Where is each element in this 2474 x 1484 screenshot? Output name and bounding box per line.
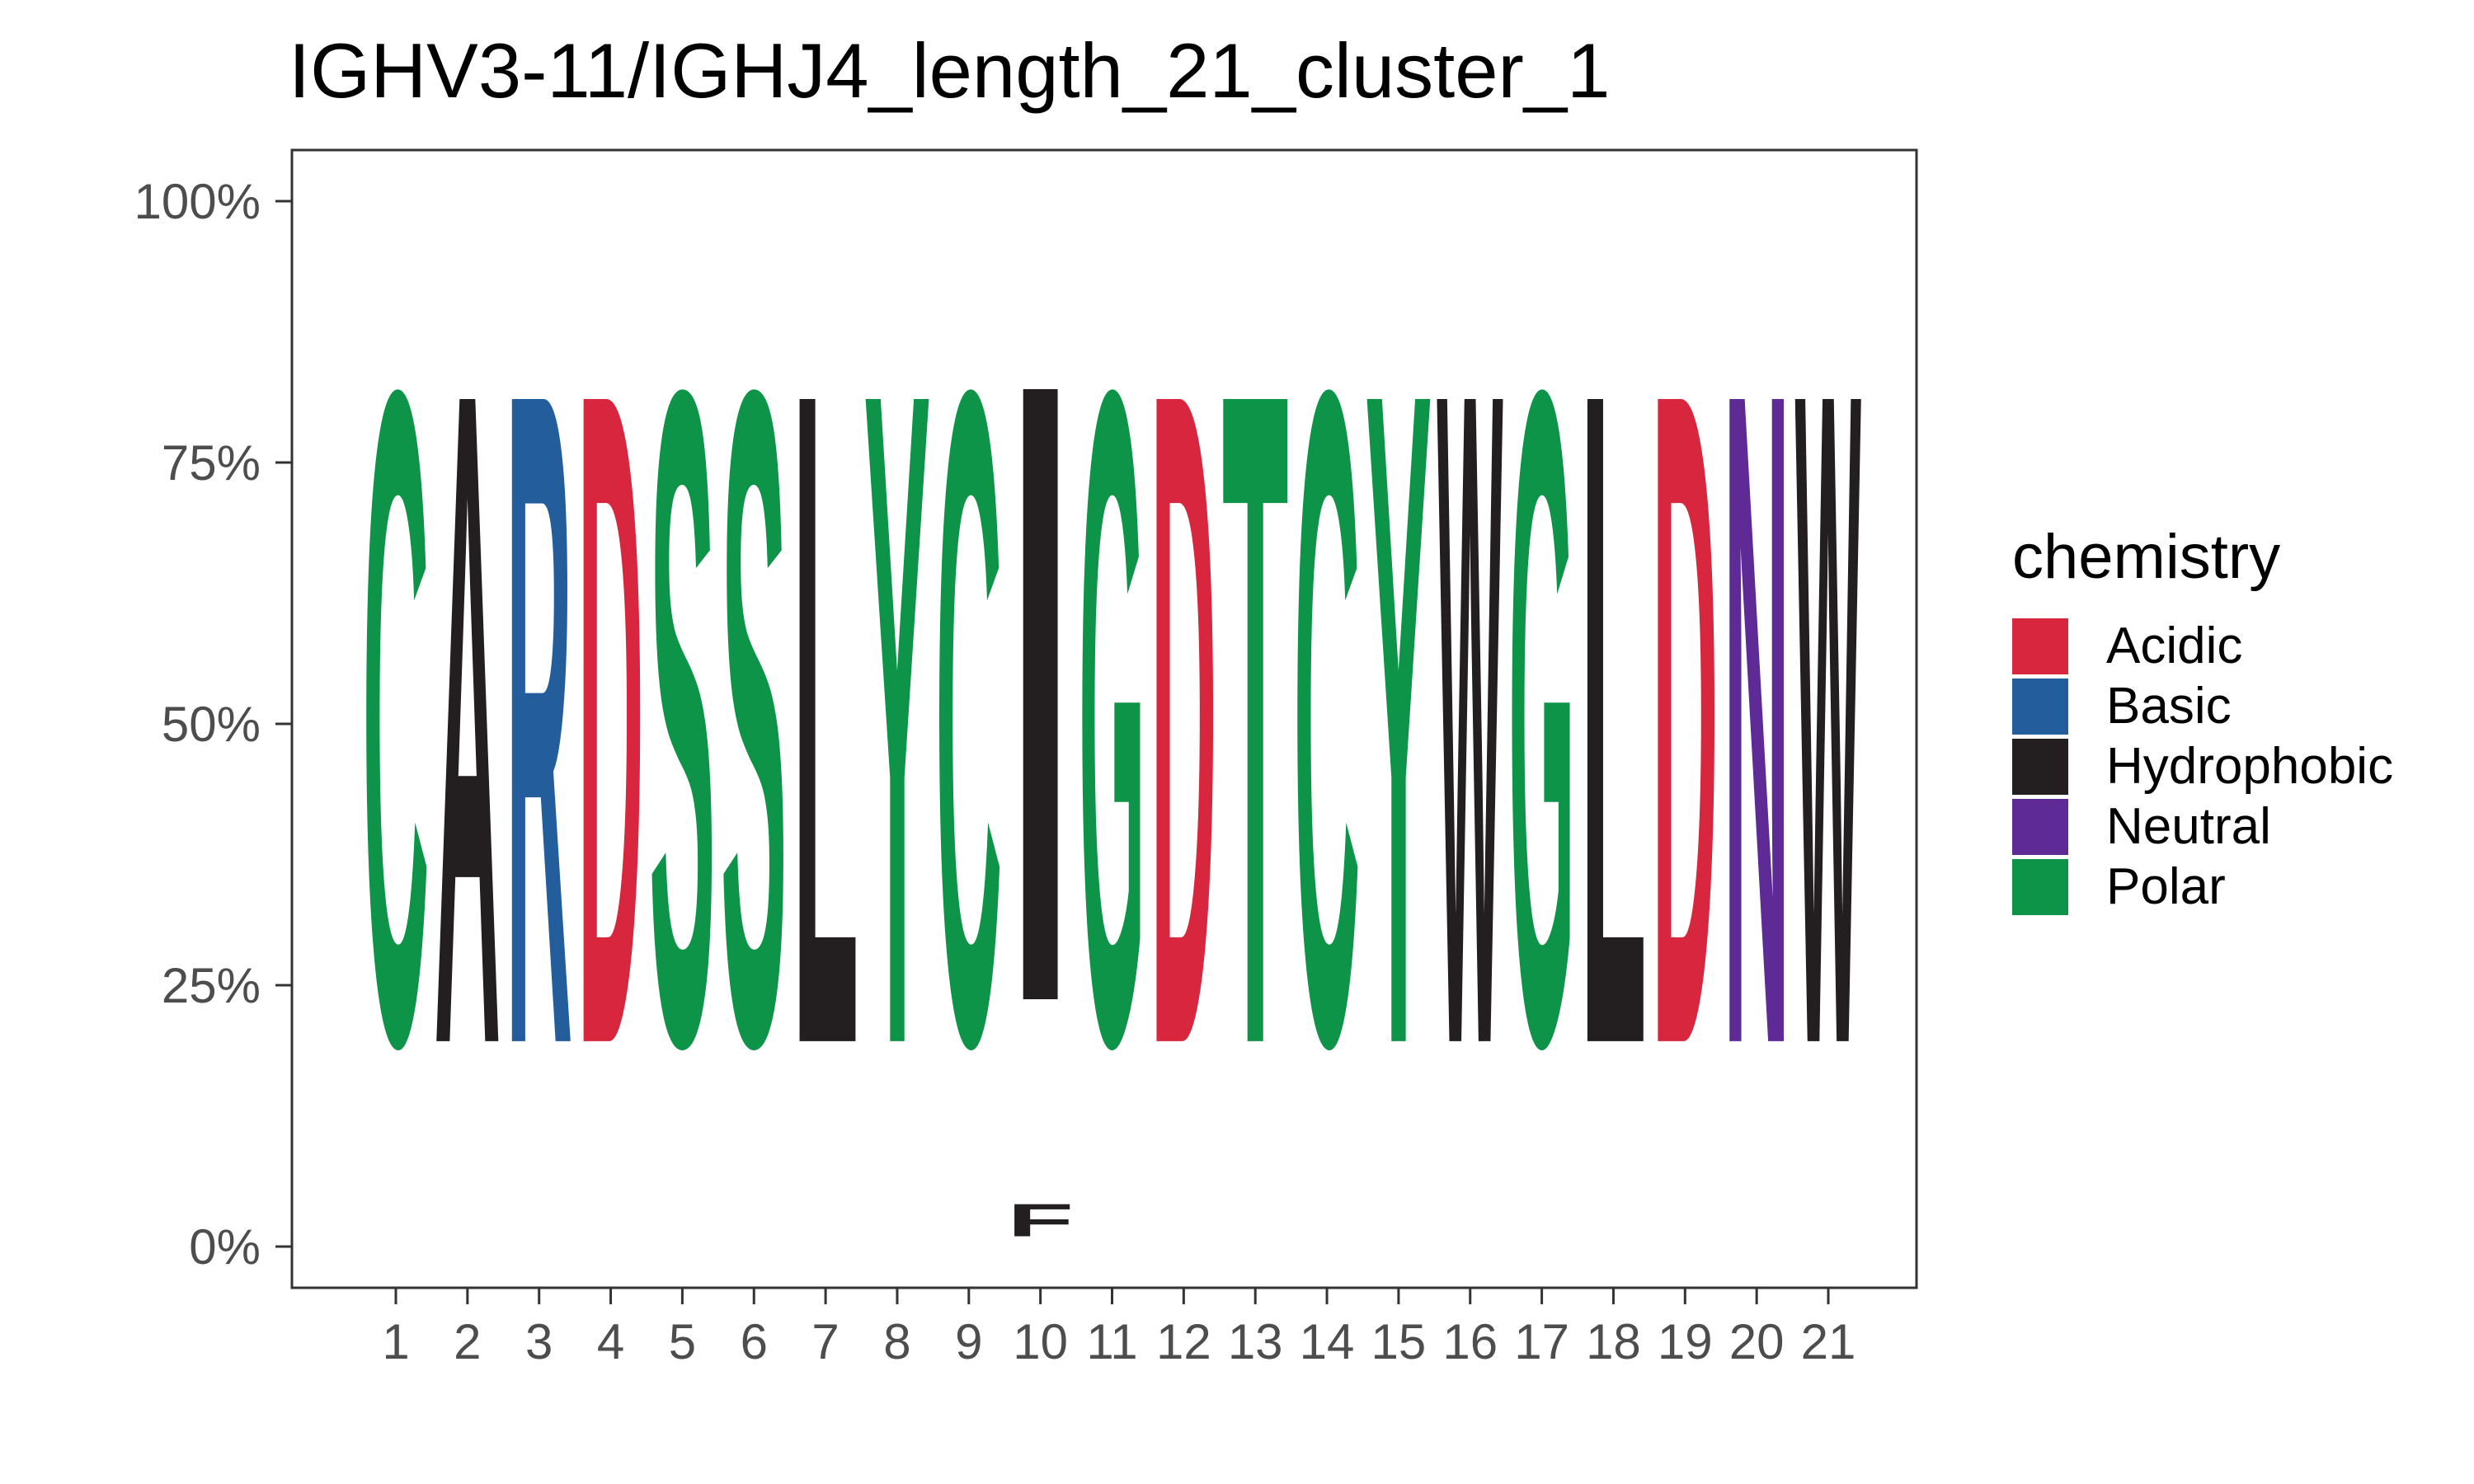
x-tick-label: 3 [525,1314,553,1369]
legend-label: Basic [2106,678,2232,735]
x-tick-label: 17 [1514,1314,1569,1369]
x-tick-label: 13 [1228,1314,1283,1369]
logo-letter-glyph: G [1508,197,1575,1240]
legend-swatch [2012,798,2068,855]
logo-letter-glyph: R [506,198,572,1240]
legend-swatch [2012,858,2068,915]
logo-letter-w: W [1437,197,1503,1240]
legend-label: Neutral [2106,798,2271,855]
logo-letter-glyph: C [363,198,430,1240]
legend-item-basic: Basic [2012,676,2393,736]
logo-letter-glyph: A [434,198,501,1240]
logo-letter-r: R [506,198,572,1240]
x-tick-label: 16 [1442,1314,1498,1369]
logo-letter-glyph: D [577,198,644,1240]
x-tick-label: 15 [1371,1314,1427,1369]
logo-letter-c: C [363,198,430,1240]
logo-letter-glyph: L [793,196,859,1240]
logo-letter-glyph: C [1294,198,1361,1240]
logo-letter-g: G [1079,197,1145,1240]
logo-letter-i: I [1007,197,1074,1187]
logo-letter-d: D [577,198,644,1240]
logo-letter-glyph: W [1437,197,1503,1240]
logo-letter-l: L [1580,196,1647,1240]
logo-letter-glyph: Y [864,196,931,1240]
logo-letter-n: N [1724,198,1790,1240]
legend-label: Acidic [2106,618,2243,674]
logo-letter-a: A [434,198,501,1240]
y-axis: 0% 25% 50% 75% 100% [134,174,292,1275]
y-tick-label: 50% [162,697,261,752]
x-tick-label: 10 [1013,1314,1068,1369]
logo-letter-glyph: S [721,196,788,1240]
x-tick-label: 2 [454,1314,481,1369]
legend-item-acidic: Acidic [2012,616,2393,676]
logo-letter-s: S [721,196,788,1240]
logo-letter-glyph: W [1795,197,1862,1240]
x-tick-label: 1 [382,1314,409,1369]
legend: chemistry Acidic Basic Hydrophobic Neutr… [2012,521,2393,917]
plot-panel-border [290,148,1918,1289]
x-tick-label: 6 [741,1314,768,1369]
legend-item-hydrophobic: Hydrophobic [2012,736,2393,796]
legend-swatch [2012,618,2068,674]
y-tick-label: 75% [162,435,261,491]
x-tick-label: 12 [1156,1314,1211,1369]
logo-letter-g: G [1508,197,1575,1240]
logo-letter-w: W [1795,197,1862,1240]
legend-swatch [2012,738,2068,795]
x-tick-label: 18 [1586,1314,1641,1369]
logo-letter-glyph: D [1150,198,1217,1240]
x-tick-label: 20 [1729,1314,1785,1369]
legend-label: Hydrophobic [2106,738,2394,795]
logo-letter-glyph: N [1724,198,1790,1240]
logo-letter-t: T [1222,196,1289,1240]
legend-swatch [2012,678,2068,735]
y-tick-label: 0% [189,1219,261,1275]
logo-letter-glyph: S [649,196,716,1240]
logo-letter-c: C [1294,198,1361,1240]
logo-letter-glyph: Y [1366,196,1432,1240]
logo-letters: C A R D S S L Y C FI G D T C Y W G L D N W [363,196,1862,1247]
logo-letter-glyph: G [1079,197,1145,1240]
logo-letter-glyph: F [1007,1194,1074,1246]
logo-letter-glyph: T [1222,196,1289,1240]
x-tick-label: 9 [955,1314,982,1369]
legend-label: Polar [2106,858,2226,915]
x-tick-label: 19 [1658,1314,1713,1369]
y-tick-label: 25% [162,958,261,1013]
x-tick-label: 5 [669,1314,696,1369]
logo-letter-s: S [649,196,716,1240]
logo-letter-glyph: L [1580,196,1647,1240]
x-tick-label: 21 [1801,1314,1856,1369]
legend-title: chemistry [2012,522,2281,592]
y-tick-label: 100% [134,174,261,229]
chart-title: IGHV3-11/IGHJ4_length_21_cluster_1 [289,27,1611,114]
logo-letter-glyph: D [1652,198,1719,1240]
logo-letter-glyph: C [935,198,1002,1240]
logo-letter-f: F [1007,1194,1074,1247]
x-tick-label: 11 [1086,1314,1137,1369]
logo-letter-y: Y [864,196,931,1240]
logo-letter-l: L [793,196,859,1240]
logo-letter-glyph: I [1007,197,1074,1187]
logo-letter-c: C [935,198,1002,1240]
x-tick-label: 7 [811,1314,839,1369]
logo-letter-d: D [1652,198,1719,1240]
logo-letter-d: D [1150,198,1217,1240]
legend-item-polar: Polar [2012,857,2393,917]
x-tick-label: 14 [1300,1314,1355,1369]
x-axis: 1 2 3 4 5 6 7 8 9 10 11 12 13 14 15 16 17 18 19 20 21 [382,1288,1856,1369]
logo-letter-y: Y [1366,196,1432,1240]
x-tick-label: 4 [597,1314,624,1369]
legend-item-neutral: Neutral [2012,796,2393,857]
x-tick-label: 8 [883,1314,910,1369]
